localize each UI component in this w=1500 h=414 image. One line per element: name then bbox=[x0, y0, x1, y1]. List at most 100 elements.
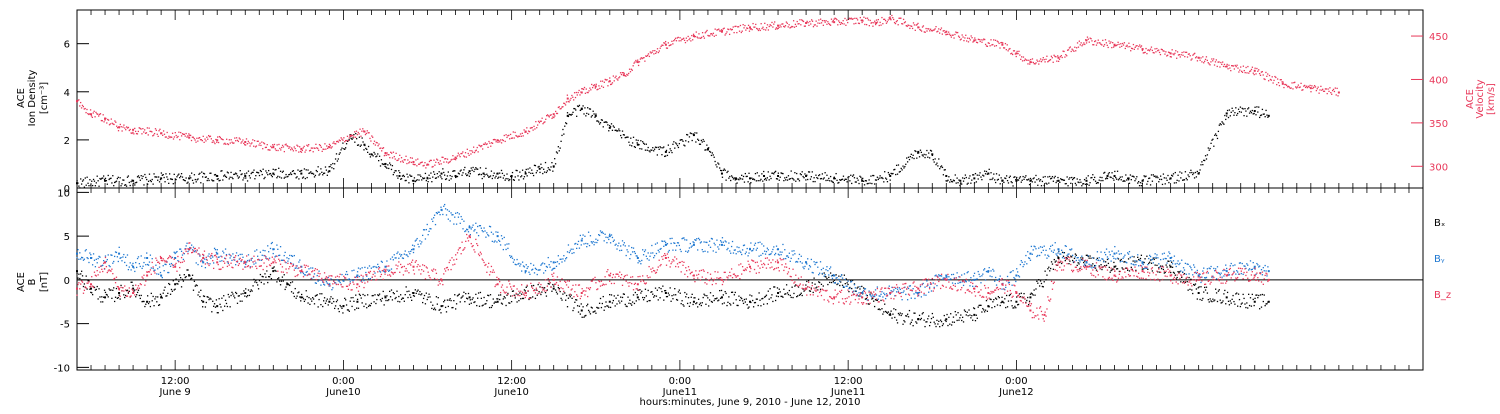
velocity-sample bbox=[793, 20, 794, 21]
by-sample bbox=[393, 259, 394, 260]
bx-sample bbox=[396, 291, 397, 292]
ion-density-sample bbox=[191, 173, 192, 174]
velocity-sample bbox=[599, 88, 600, 89]
bx-sample bbox=[766, 295, 767, 296]
bx-sample bbox=[884, 304, 885, 305]
by-sample bbox=[610, 242, 611, 243]
ion-density-sample bbox=[144, 174, 145, 175]
velocity-sample bbox=[1077, 42, 1078, 43]
bx-sample bbox=[338, 308, 339, 309]
bx-sample bbox=[1256, 294, 1257, 295]
bx-sample bbox=[112, 290, 113, 291]
velocity-sample bbox=[412, 158, 413, 159]
velocity-sample bbox=[970, 39, 971, 40]
velocity-sample bbox=[1191, 58, 1192, 59]
bx-sample bbox=[1128, 258, 1129, 259]
velocity-sample bbox=[1106, 42, 1107, 43]
by-sample bbox=[485, 237, 486, 238]
velocity-sample bbox=[1335, 87, 1336, 88]
bx-sample bbox=[974, 308, 975, 309]
ion-density-sample bbox=[574, 108, 575, 109]
bx-sample bbox=[626, 306, 627, 307]
velocity-sample bbox=[1081, 45, 1082, 46]
velocity-sample bbox=[174, 136, 175, 137]
bx-sample bbox=[489, 307, 490, 308]
bx-sample bbox=[833, 281, 834, 282]
ion-density-sample bbox=[993, 173, 994, 174]
ion-density-sample bbox=[602, 120, 603, 121]
by-sample bbox=[527, 268, 528, 269]
velocity-sample bbox=[635, 60, 636, 61]
velocity-sample bbox=[786, 21, 787, 22]
by-sample bbox=[121, 260, 122, 261]
ion-density-sample bbox=[748, 173, 749, 174]
velocity-point bbox=[665, 44, 667, 46]
bx-sample bbox=[1166, 266, 1167, 267]
velocity-sample bbox=[1053, 55, 1054, 56]
velocity-sample bbox=[525, 131, 526, 132]
velocity-sample bbox=[384, 155, 385, 156]
bx-sample bbox=[127, 290, 128, 291]
ion-density-sample bbox=[740, 178, 741, 179]
bx-sample bbox=[769, 288, 770, 289]
ion-density-sample bbox=[434, 174, 435, 175]
bx-sample bbox=[278, 277, 279, 278]
ion-density-sample bbox=[82, 180, 83, 181]
by-sample bbox=[320, 284, 321, 285]
by-sample bbox=[150, 255, 151, 256]
bx-sample bbox=[397, 301, 398, 302]
ion-density-point bbox=[1086, 180, 1088, 182]
ion-density-sample bbox=[490, 175, 491, 176]
velocity-sample bbox=[134, 128, 135, 129]
ion-density-sample bbox=[103, 175, 104, 176]
ion-density-sample bbox=[1259, 117, 1260, 118]
bx-sample bbox=[758, 292, 759, 293]
bx-sample bbox=[1204, 287, 1205, 288]
bx-sample bbox=[631, 305, 632, 306]
velocity-sample bbox=[1311, 85, 1312, 86]
ion-density-sample bbox=[1088, 185, 1089, 186]
bx-sample bbox=[475, 294, 476, 295]
velocity-sample bbox=[795, 24, 796, 25]
velocity-sample bbox=[146, 132, 147, 133]
bx-sample bbox=[114, 301, 115, 302]
ion-density-sample bbox=[609, 125, 610, 126]
ion-density-sample bbox=[1085, 184, 1086, 185]
bx-sample bbox=[455, 308, 456, 309]
velocity-sample bbox=[995, 40, 996, 41]
velocity-sample bbox=[1005, 43, 1006, 44]
ion-density-sample bbox=[933, 159, 934, 160]
by-sample bbox=[303, 273, 304, 274]
by-sample bbox=[136, 267, 137, 268]
velocity-sample bbox=[100, 113, 101, 114]
bx-sample bbox=[1090, 258, 1091, 259]
bx-sample bbox=[187, 269, 188, 270]
bx-sample bbox=[903, 320, 904, 321]
ion-density-sample bbox=[1196, 176, 1197, 177]
by-sample bbox=[587, 243, 588, 244]
velocity-sample bbox=[1181, 52, 1182, 53]
velocity-sample bbox=[825, 20, 826, 21]
bx-sample bbox=[151, 293, 152, 294]
by-sample bbox=[634, 251, 635, 252]
bx-sample bbox=[1007, 306, 1008, 307]
bx-sample bbox=[918, 318, 919, 319]
bx-sample bbox=[812, 282, 813, 283]
velocity-sample bbox=[831, 19, 832, 20]
ion-density-sample bbox=[1055, 176, 1056, 177]
by-sample bbox=[472, 227, 473, 228]
bx-sample bbox=[573, 307, 574, 308]
ion-density-sample bbox=[759, 180, 760, 181]
bx-sample bbox=[963, 321, 964, 322]
bx-sample bbox=[643, 299, 644, 300]
by-sample bbox=[209, 263, 210, 264]
velocity-sample bbox=[512, 137, 513, 138]
ion-density-sample bbox=[757, 172, 758, 173]
ion-density-sample bbox=[931, 150, 932, 151]
by-sample bbox=[427, 224, 428, 225]
bx-sample bbox=[391, 289, 392, 290]
bx-sample bbox=[984, 311, 985, 312]
by-sample bbox=[93, 253, 94, 254]
ion-density-sample bbox=[1005, 178, 1006, 179]
ion-density-sample bbox=[332, 163, 333, 164]
